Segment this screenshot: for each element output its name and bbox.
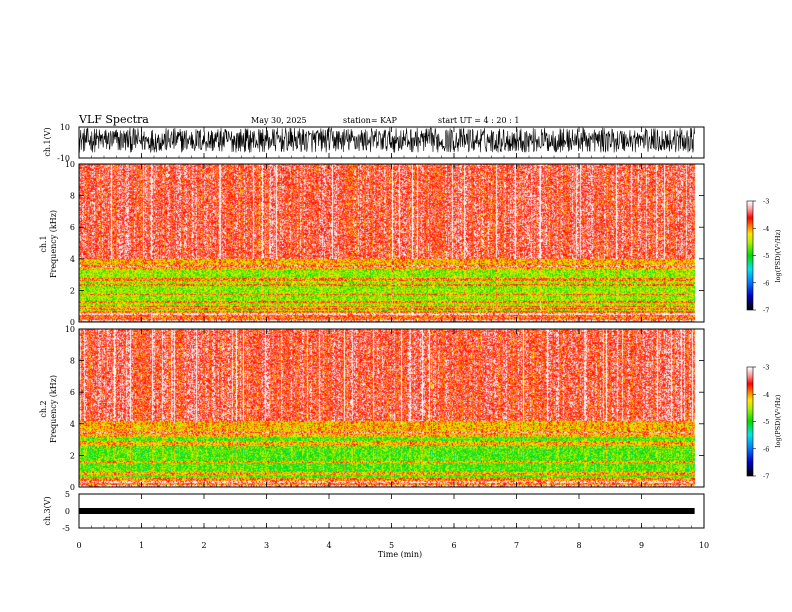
x-axis: 0 1 2 3 4 5 6 7 8 9 10: [76, 127, 709, 550]
spec-ytick-label: 4: [70, 255, 75, 264]
colorbar-tick-label: -6: [763, 279, 769, 287]
ch2-colorbar-ticks: -3 -4 -5 -6 -7: [753, 364, 769, 481]
colorbar-tick-label: -6: [763, 445, 769, 453]
ch2-colorbar-label: log(PSD)(V²/Hz): [774, 394, 782, 447]
colorbar-tick-label: -7: [763, 307, 769, 315]
colorbar-tick-label: -4: [763, 225, 769, 233]
x-tick-label: 10: [699, 541, 709, 550]
station-label: station= KAP: [343, 116, 398, 125]
colorbar-tick-label: -4: [763, 391, 769, 399]
spec-ytick-label: 0: [70, 483, 75, 492]
ch3-waveform-line: [79, 508, 695, 514]
ch1-waveform-ylabel: ch.1(V): [43, 127, 52, 156]
spec-ytick-label: 2: [70, 286, 75, 295]
ch1-waveform-panel: 10 -10 ch.1(V): [43, 123, 705, 163]
ch1-ytick-bottom: -10: [57, 154, 70, 163]
colorbar-tick-label: -7: [763, 473, 769, 481]
ch2-colorbar-gradient: [747, 367, 753, 476]
ch1-spectrogram-yticks: 0 2 4 6 8 10: [65, 160, 704, 327]
date-label: May 30, 2025: [251, 116, 307, 125]
spec-ytick-label: 6: [70, 388, 75, 397]
ch3-waveform-panel: 5 0 -5 ch.3(V): [43, 490, 705, 533]
spec-ytick-label: 4: [70, 420, 75, 429]
x-tick-label: 5: [389, 541, 394, 550]
colorbar-tick-label: -5: [763, 418, 769, 426]
ch1-colorbar-gradient: [747, 201, 753, 310]
start-ut-label: start UT = 4 : 20 : 1: [438, 116, 519, 125]
ch1-colorbar-label: log(PSD)(V²/Hz): [774, 229, 782, 282]
x-tick-label: 4: [326, 541, 331, 550]
spec-ytick-label: 6: [70, 223, 75, 232]
x-tick-label: 2: [201, 541, 206, 550]
x-tick-label: 8: [576, 541, 581, 550]
ch1-spectrogram-panel: ch.1 Frequency (kHz) 0 2 4 6 8 10: [39, 160, 705, 327]
ch2-spectrogram-panel: ch.2 Frequency (kHz) 0 2 4 6 8 10: [39, 325, 705, 492]
ch2-spectrogram-image: [79, 329, 704, 487]
spec-ytick-label: 10: [65, 325, 75, 334]
ch3-waveform-ylabel: ch.3(V): [43, 496, 52, 525]
figure-title: VLF Spectra: [78, 113, 149, 126]
x-tick-label: 6: [451, 541, 456, 550]
x-tick-label: 1: [139, 541, 144, 550]
ch1-colorbar: -3 -4 -5 -6 -7 log(PSD)(V²/Hz): [746, 198, 782, 315]
x-axis-label: Time (min): [378, 550, 422, 559]
ch1-spectrogram-image: [79, 164, 704, 322]
ch2-colorbar: -3 -4 -5 -6 -7 log(PSD)(V²/Hz): [746, 364, 782, 481]
colorbar-tick-label: -3: [763, 364, 769, 372]
colorbar-tick-label: -5: [763, 252, 769, 260]
x-tick-label: 7: [514, 541, 519, 550]
spec-ytick-label: 10: [65, 160, 75, 169]
spec-ytick-label: 0: [70, 318, 75, 327]
spec-ytick-label: 2: [70, 451, 75, 460]
ch1-spectrogram-ylabel: Frequency (kHz): [49, 210, 58, 278]
x-tick-label: 9: [639, 541, 644, 550]
ch3-ytick-label: -5: [62, 524, 70, 533]
ch1-ytick-top: 10: [60, 123, 70, 132]
x-tick-label: 3: [264, 541, 269, 550]
ch1-colorbar-ticks: -3 -4 -5 -6 -7: [753, 198, 769, 315]
spec-ytick-label: 8: [70, 192, 75, 201]
ch2-spectrogram-ylabel: Frequency (kHz): [49, 375, 58, 443]
ch3-ytick-label: 0: [65, 507, 70, 516]
spec-ytick-label: 8: [70, 357, 75, 366]
ch2-spectrogram-yticks: 0 2 4 6 8 10: [65, 325, 704, 492]
ch3-ytick-label: 5: [65, 490, 70, 499]
ch1-spectrogram-ylabel-top: ch.1: [39, 235, 48, 252]
colorbar-tick-label: -3: [763, 198, 769, 206]
ch1-waveform-line: [78, 127, 695, 153]
x-tick-label: 0: [76, 541, 81, 550]
ch3-yticks: 5 0 -5: [62, 490, 84, 533]
ch2-spectrogram-ylabel-top: ch.2: [39, 400, 48, 417]
